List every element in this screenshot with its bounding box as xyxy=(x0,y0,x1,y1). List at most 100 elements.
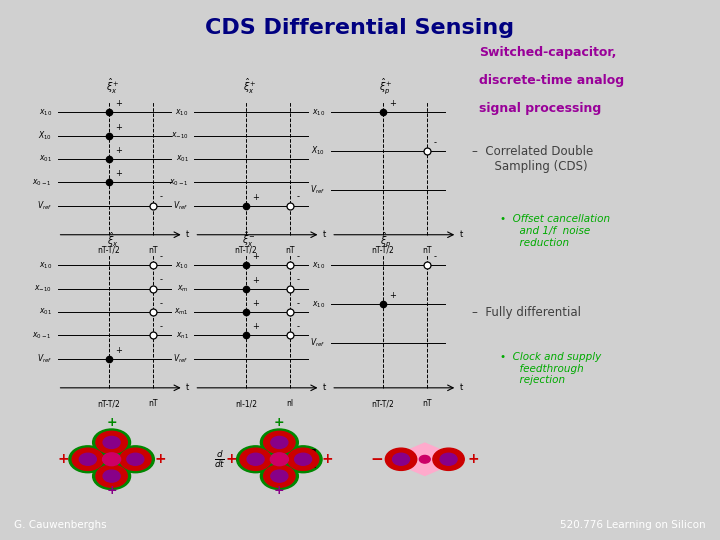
Circle shape xyxy=(270,453,289,465)
Text: -: - xyxy=(297,299,300,308)
Text: $x_{10}$: $x_{10}$ xyxy=(39,107,52,118)
Circle shape xyxy=(93,429,130,456)
Text: -: - xyxy=(160,322,163,332)
Text: $x_{10}$: $x_{10}$ xyxy=(312,299,325,309)
Text: nT-T/2: nT-T/2 xyxy=(372,246,394,255)
Text: nT: nT xyxy=(148,399,158,408)
Text: •  Clock and supply
      feedthrough
      rejection: • Clock and supply feedthrough rejection xyxy=(500,352,602,386)
Circle shape xyxy=(440,453,457,465)
Text: +: + xyxy=(115,99,122,108)
Text: nI: nI xyxy=(287,399,294,408)
Text: $x_{10}$: $x_{10}$ xyxy=(312,260,325,271)
Text: $V_{ref}$: $V_{ref}$ xyxy=(37,199,52,212)
Text: $\hat{\xi}_x^-$: $\hat{\xi}_x^-$ xyxy=(243,230,256,249)
Text: $x_{10}$: $x_{10}$ xyxy=(39,260,52,271)
Polygon shape xyxy=(73,433,150,486)
Text: +: + xyxy=(389,291,396,300)
Text: -: - xyxy=(160,193,163,201)
Circle shape xyxy=(271,436,288,448)
Text: -: - xyxy=(160,299,163,308)
Text: $x_{01}$: $x_{01}$ xyxy=(39,154,52,164)
Text: ]: ] xyxy=(309,449,318,469)
Text: $x_{-10}$: $x_{-10}$ xyxy=(34,284,52,294)
Circle shape xyxy=(103,470,120,482)
Text: +: + xyxy=(322,453,333,466)
Circle shape xyxy=(419,455,431,463)
Text: +: + xyxy=(274,484,284,497)
Text: nT: nT xyxy=(422,246,431,255)
Text: nI-1/2: nI-1/2 xyxy=(235,399,257,408)
Text: $X_{10}$: $X_{10}$ xyxy=(37,130,52,142)
Text: nT: nT xyxy=(148,246,158,255)
Circle shape xyxy=(120,448,151,470)
Text: nT-T/2: nT-T/2 xyxy=(98,246,120,255)
Text: +: + xyxy=(252,252,259,261)
Circle shape xyxy=(72,448,104,470)
Circle shape xyxy=(237,446,274,472)
Circle shape xyxy=(433,448,464,470)
Text: $\hat{\xi}_p$: $\hat{\xi}_p$ xyxy=(380,231,392,249)
Text: +: + xyxy=(115,346,122,355)
Text: nT-T/2: nT-T/2 xyxy=(98,399,120,408)
Text: -: - xyxy=(433,138,436,147)
Text: t: t xyxy=(186,383,189,393)
Text: +: + xyxy=(58,453,69,466)
Text: $\hat{\xi}_x^+$: $\hat{\xi}_x^+$ xyxy=(106,77,120,96)
Text: nT-T/2: nT-T/2 xyxy=(372,399,394,408)
Text: nT: nT xyxy=(285,246,294,255)
Text: discrete-time analog: discrete-time analog xyxy=(479,74,624,87)
Text: t: t xyxy=(186,230,189,239)
Text: –  Fully differential: – Fully differential xyxy=(472,306,580,319)
Text: $x_{10}$: $x_{10}$ xyxy=(312,107,325,118)
Text: -: - xyxy=(160,275,163,285)
Text: -: - xyxy=(297,193,300,201)
Text: −: − xyxy=(370,452,383,467)
Text: +: + xyxy=(107,416,117,429)
Circle shape xyxy=(264,465,295,487)
Text: •  Offset cancellation
      and 1/f  noise
      reduction: • Offset cancellation and 1/f noise redu… xyxy=(500,214,611,247)
Text: [: [ xyxy=(244,449,253,469)
Text: +: + xyxy=(252,299,259,308)
Text: 520.776 Learning on Silicon: 520.776 Learning on Silicon xyxy=(560,520,706,530)
Text: $\frac{d}{dt}$: $\frac{d}{dt}$ xyxy=(214,448,225,470)
Text: signal processing: signal processing xyxy=(479,102,601,115)
Circle shape xyxy=(102,453,121,465)
Circle shape xyxy=(261,463,298,490)
Circle shape xyxy=(117,446,154,472)
Text: t: t xyxy=(459,383,463,393)
Text: -: - xyxy=(297,252,300,261)
Circle shape xyxy=(294,453,312,465)
Circle shape xyxy=(271,470,288,482)
Text: t: t xyxy=(459,230,463,239)
Text: $\hat{\xi}_p^+$: $\hat{\xi}_p^+$ xyxy=(379,76,393,96)
Circle shape xyxy=(93,463,130,490)
Text: Switched-capacitor,: Switched-capacitor, xyxy=(479,46,616,59)
Text: -: - xyxy=(297,275,300,285)
Circle shape xyxy=(103,436,120,448)
Text: $\hat{\xi}_x^+$: $\hat{\xi}_x^+$ xyxy=(243,77,256,96)
Circle shape xyxy=(96,431,127,454)
Text: +: + xyxy=(274,416,284,429)
Text: $x_{0-1}$: $x_{0-1}$ xyxy=(32,177,52,187)
Text: +: + xyxy=(389,99,396,108)
Text: $V_{ref}$: $V_{ref}$ xyxy=(174,199,189,212)
Text: +: + xyxy=(252,275,259,285)
Text: t: t xyxy=(323,230,326,239)
Text: +: + xyxy=(252,193,259,201)
Text: +: + xyxy=(154,453,166,466)
Text: CDS Differential Sensing: CDS Differential Sensing xyxy=(205,18,515,38)
Circle shape xyxy=(240,448,271,470)
Text: +: + xyxy=(115,146,122,155)
Text: $V_{ref}$: $V_{ref}$ xyxy=(310,337,325,349)
Text: $V_{ref}$: $V_{ref}$ xyxy=(310,184,325,197)
Text: $x_{0-1}$: $x_{0-1}$ xyxy=(32,330,52,341)
Circle shape xyxy=(284,446,322,472)
Text: -: - xyxy=(433,252,436,261)
Circle shape xyxy=(264,431,295,454)
Text: $x_{m}$: $x_{m}$ xyxy=(177,284,189,294)
Text: -: - xyxy=(160,252,163,261)
Text: G. Cauwenberghs: G. Cauwenberghs xyxy=(14,520,107,530)
Circle shape xyxy=(287,448,319,470)
Text: -: - xyxy=(297,322,300,332)
Text: $x_{10}$: $x_{10}$ xyxy=(176,260,189,271)
